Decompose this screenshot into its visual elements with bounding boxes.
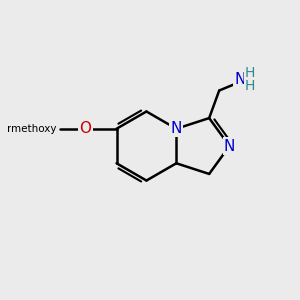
Text: N: N xyxy=(234,72,246,87)
Text: methoxy: methoxy xyxy=(11,124,57,134)
Text: N: N xyxy=(224,139,235,154)
Text: N: N xyxy=(171,121,182,136)
Text: H: H xyxy=(244,66,255,80)
Text: O: O xyxy=(80,121,92,136)
Text: H: H xyxy=(244,79,255,93)
Text: methoxy: methoxy xyxy=(7,124,56,134)
